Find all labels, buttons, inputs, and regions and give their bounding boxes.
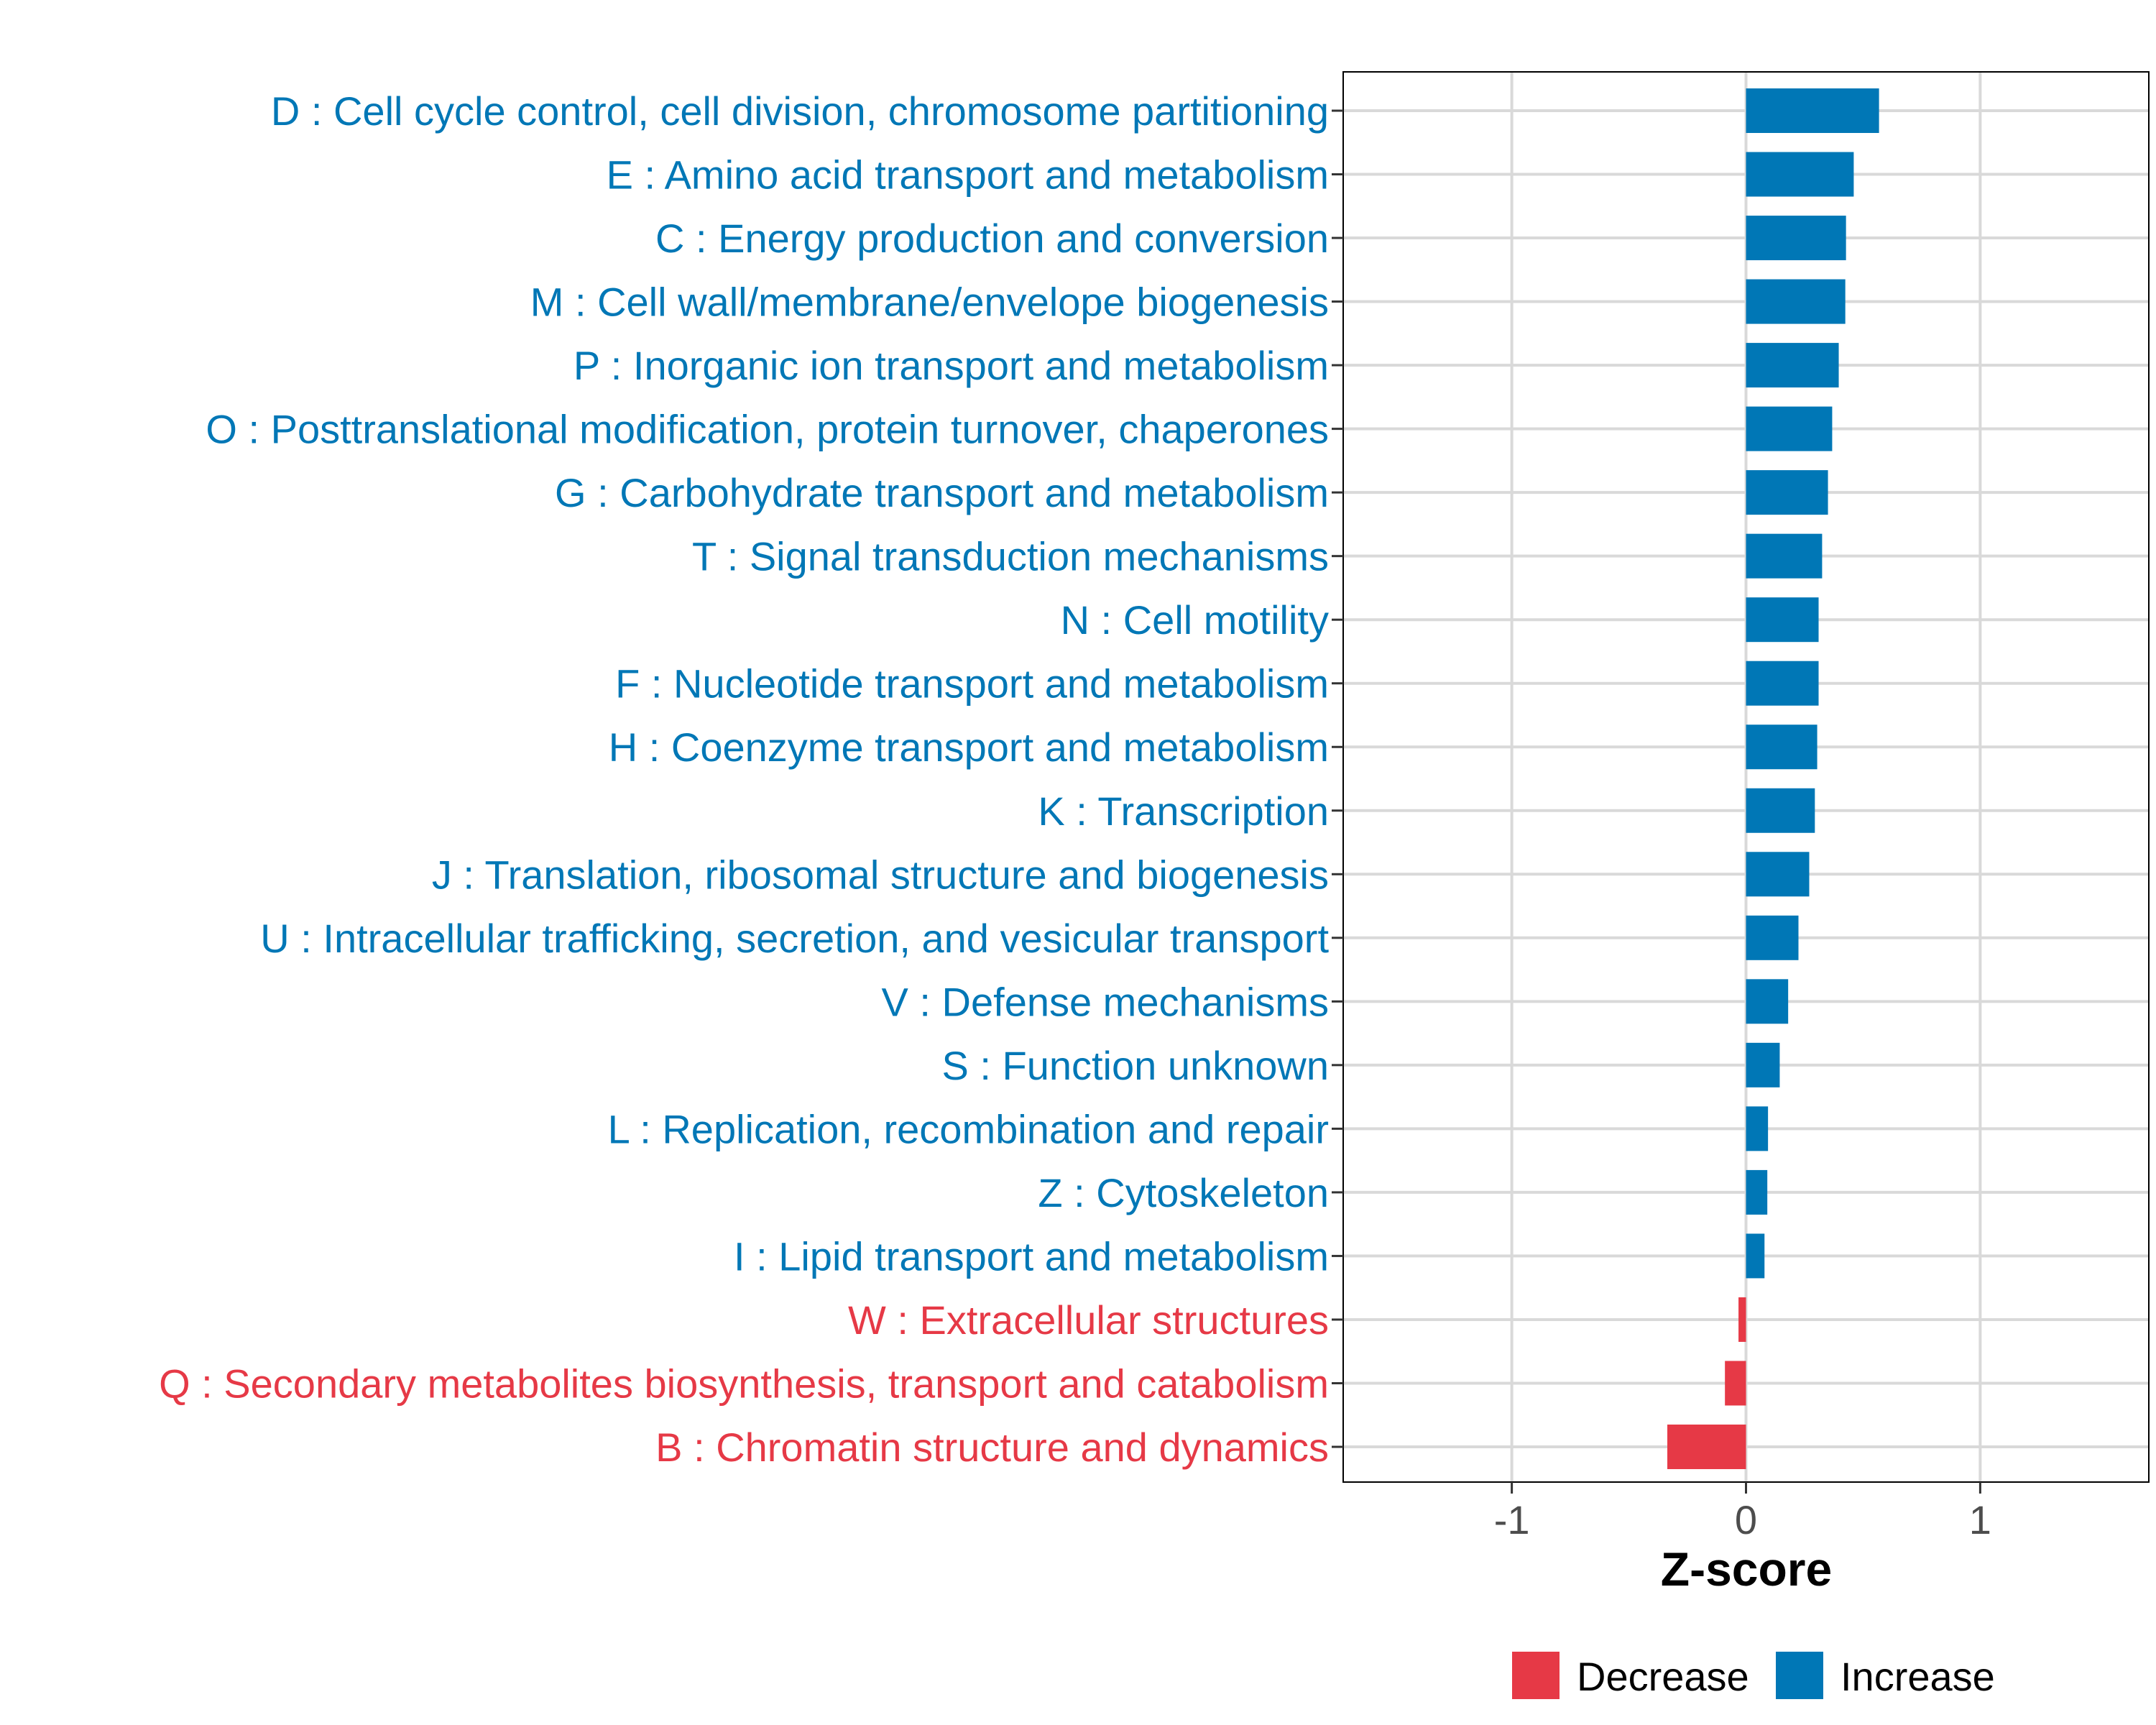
bar [1746, 279, 1846, 324]
bar [1746, 788, 1815, 833]
bars [1667, 88, 1879, 1469]
bar [1667, 1425, 1746, 1469]
bar [1746, 88, 1879, 133]
bar [1746, 216, 1846, 261]
x-tick-label: 1 [1969, 1497, 1991, 1542]
category-label: N : Cell motility [1061, 597, 1329, 643]
bar [1746, 1233, 1765, 1279]
category-label: Z : Cytoskeleton [1038, 1170, 1329, 1215]
bar [1725, 1361, 1746, 1406]
x-axis-title: Z-score [1661, 1542, 1832, 1596]
category-label: J : Translation, ribosomal structure and… [432, 852, 1329, 897]
legend-label: Increase [1841, 1654, 1995, 1699]
legend-key-increase [1776, 1652, 1823, 1699]
category-label: I : Lipid transport and metabolism [734, 1233, 1329, 1279]
bar [1746, 152, 1854, 197]
category-label: T : Signal transduction mechanisms [692, 534, 1329, 579]
bar [1746, 1169, 1768, 1215]
category-label: P : Inorganic ion transport and metaboli… [573, 343, 1329, 388]
category-label: G : Carbohydrate transport and metabolis… [555, 470, 1329, 515]
category-label: D : Cell cycle control, cell division, c… [271, 88, 1329, 134]
bar [1746, 852, 1810, 897]
category-label: M : Cell wall/membrane/envelope biogenes… [530, 280, 1329, 325]
bar [1746, 915, 1799, 960]
category-label: W : Extracellular structures [848, 1297, 1329, 1343]
category-label: S : Function unknown [941, 1043, 1329, 1088]
bar [1738, 1297, 1746, 1342]
bar [1746, 1042, 1780, 1087]
category-label: V : Defense mechanisms [882, 979, 1329, 1024]
category-label: K : Transcription [1038, 788, 1329, 834]
category-label: C : Energy production and conversion [655, 216, 1329, 261]
legend-label: Decrease [1577, 1654, 1749, 1699]
legend-key-decrease [1512, 1652, 1560, 1699]
x-tick-label: -1 [1494, 1497, 1530, 1542]
x-tick-label: 0 [1735, 1497, 1757, 1542]
category-label: L : Replication, recombination and repai… [608, 1106, 1329, 1151]
category-label: H : Coenzyme transport and metabolism [609, 724, 1329, 770]
category-label: Q : Secondary metabolites biosynthesis, … [159, 1361, 1329, 1406]
x-axis-ticks: -1 0 1 [1494, 1482, 1991, 1542]
category-label: F : Nucleotide transport and metabolism [615, 661, 1329, 707]
legend: Decrease Increase [1512, 1652, 1995, 1699]
category-label: B : Chromatin structure and dynamics [655, 1425, 1329, 1470]
bar [1746, 1106, 1769, 1151]
bar [1746, 406, 1833, 451]
bar [1746, 724, 1818, 770]
category-label: E : Amino acid transport and metabolism [607, 152, 1329, 198]
bar [1746, 470, 1828, 515]
category-labels: D : Cell cycle control, cell division, c… [159, 88, 1343, 1470]
bar [1746, 533, 1823, 579]
category-label: U : Intracellular trafficking, secretion… [260, 916, 1329, 961]
bar [1746, 661, 1819, 706]
category-label: O : Posttranslational modification, prot… [206, 407, 1329, 452]
bar [1746, 597, 1819, 643]
bar [1746, 979, 1789, 1024]
bar [1746, 343, 1839, 388]
